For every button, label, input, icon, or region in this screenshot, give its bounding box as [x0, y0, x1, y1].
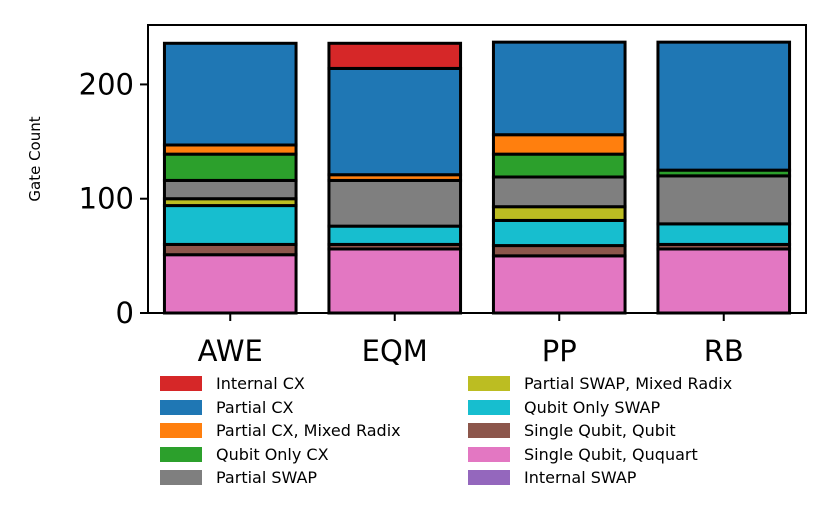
x-tick-label: PP — [542, 334, 577, 368]
bar-segment-rb-4 — [656, 174, 792, 226]
legend-item: Single Qubit, Ququart — [468, 443, 808, 467]
legend-label: Qubit Only SWAP — [524, 397, 661, 417]
y-tick-label: 100 — [79, 182, 134, 216]
axes-group: AWE EQM PP RB 0 100 200 — [79, 24, 807, 368]
bar-segment-awe-7 — [162, 41, 298, 147]
legend-swatch — [468, 446, 510, 462]
legend-item: Partial SWAP, Mixed Radix — [468, 372, 808, 396]
legend-item: Internal CX — [160, 372, 460, 396]
legend-label: Partial CX, Mixed Radix — [216, 421, 401, 441]
bar-segment-eqm-2 — [327, 224, 463, 246]
legend-label: Partial SWAP — [216, 468, 318, 488]
legend-swatch — [468, 470, 510, 486]
legend-swatch — [160, 446, 202, 462]
legend-label: Single Qubit, Qubit — [524, 421, 676, 441]
bar-segment-pp-3 — [491, 205, 627, 222]
legend-item: Partial SWAP — [160, 466, 460, 490]
bar-segment-awe-1 — [162, 242, 298, 257]
legend-swatch — [160, 399, 202, 415]
legend-item: Partial CX, Mixed Radix — [160, 419, 460, 443]
legend-label: Single Qubit, Ququart — [524, 444, 698, 464]
bar-segment-pp-1 — [491, 244, 627, 258]
legend-label: Internal CX — [216, 374, 305, 394]
legend-label: Partial SWAP, Mixed Radix — [524, 374, 733, 394]
legend-item: Partial CX — [160, 396, 460, 420]
bar-segment-awe-2 — [162, 204, 298, 246]
bar-segment-awe-5 — [162, 152, 298, 182]
legend-label: Qubit Only CX — [216, 444, 329, 464]
bar-segment-rb-7 — [656, 40, 792, 172]
bar-segment-rb-0 — [656, 247, 792, 315]
y-tick-label: 0 — [116, 296, 134, 330]
bar-segment-pp-2 — [491, 218, 627, 248]
x-tick-label: AWE — [198, 334, 263, 368]
bar-segment-pp-6 — [491, 133, 627, 156]
bar-segment-rb-2 — [656, 222, 792, 246]
legend-swatch — [468, 376, 510, 392]
bar-segment-eqm-4 — [327, 178, 463, 228]
x-tick-label: RB — [704, 334, 744, 368]
y-tick-label: 200 — [79, 67, 134, 101]
bar-segment-awe-0 — [162, 253, 298, 315]
legend-item: Internal SWAP — [468, 466, 808, 490]
y-axis-label: Gate Count — [26, 116, 44, 201]
legend-swatch — [468, 399, 510, 415]
bar-segment-pp-4 — [491, 175, 627, 209]
legend-swatch — [160, 423, 202, 439]
legend-label: Internal SWAP — [524, 468, 637, 488]
plot-frame — [147, 24, 807, 314]
legend: Internal CX Partial SWAP, Mixed Radix Part… — [160, 372, 820, 490]
x-tick-label: EQM — [362, 334, 428, 368]
bar-segment-pp-0 — [491, 254, 627, 315]
legend-item: Single Qubit, Qubit — [468, 419, 808, 443]
bar-segment-pp-7 — [491, 40, 627, 137]
legend-swatch — [160, 470, 202, 486]
legend-item: Qubit Only SWAP — [468, 396, 808, 420]
legend-swatch — [160, 376, 202, 392]
legend-swatch — [468, 423, 510, 439]
legend-item: Qubit Only CX — [160, 443, 460, 467]
bar-segment-eqm-8 — [327, 41, 463, 70]
legend-label: Partial CX — [216, 397, 294, 417]
bar-segment-eqm-7 — [327, 66, 463, 177]
bar-segment-awe-4 — [162, 178, 298, 201]
bars-group — [162, 40, 792, 315]
bar-segment-pp-5 — [491, 152, 627, 179]
bar-segment-eqm-0 — [327, 247, 463, 315]
